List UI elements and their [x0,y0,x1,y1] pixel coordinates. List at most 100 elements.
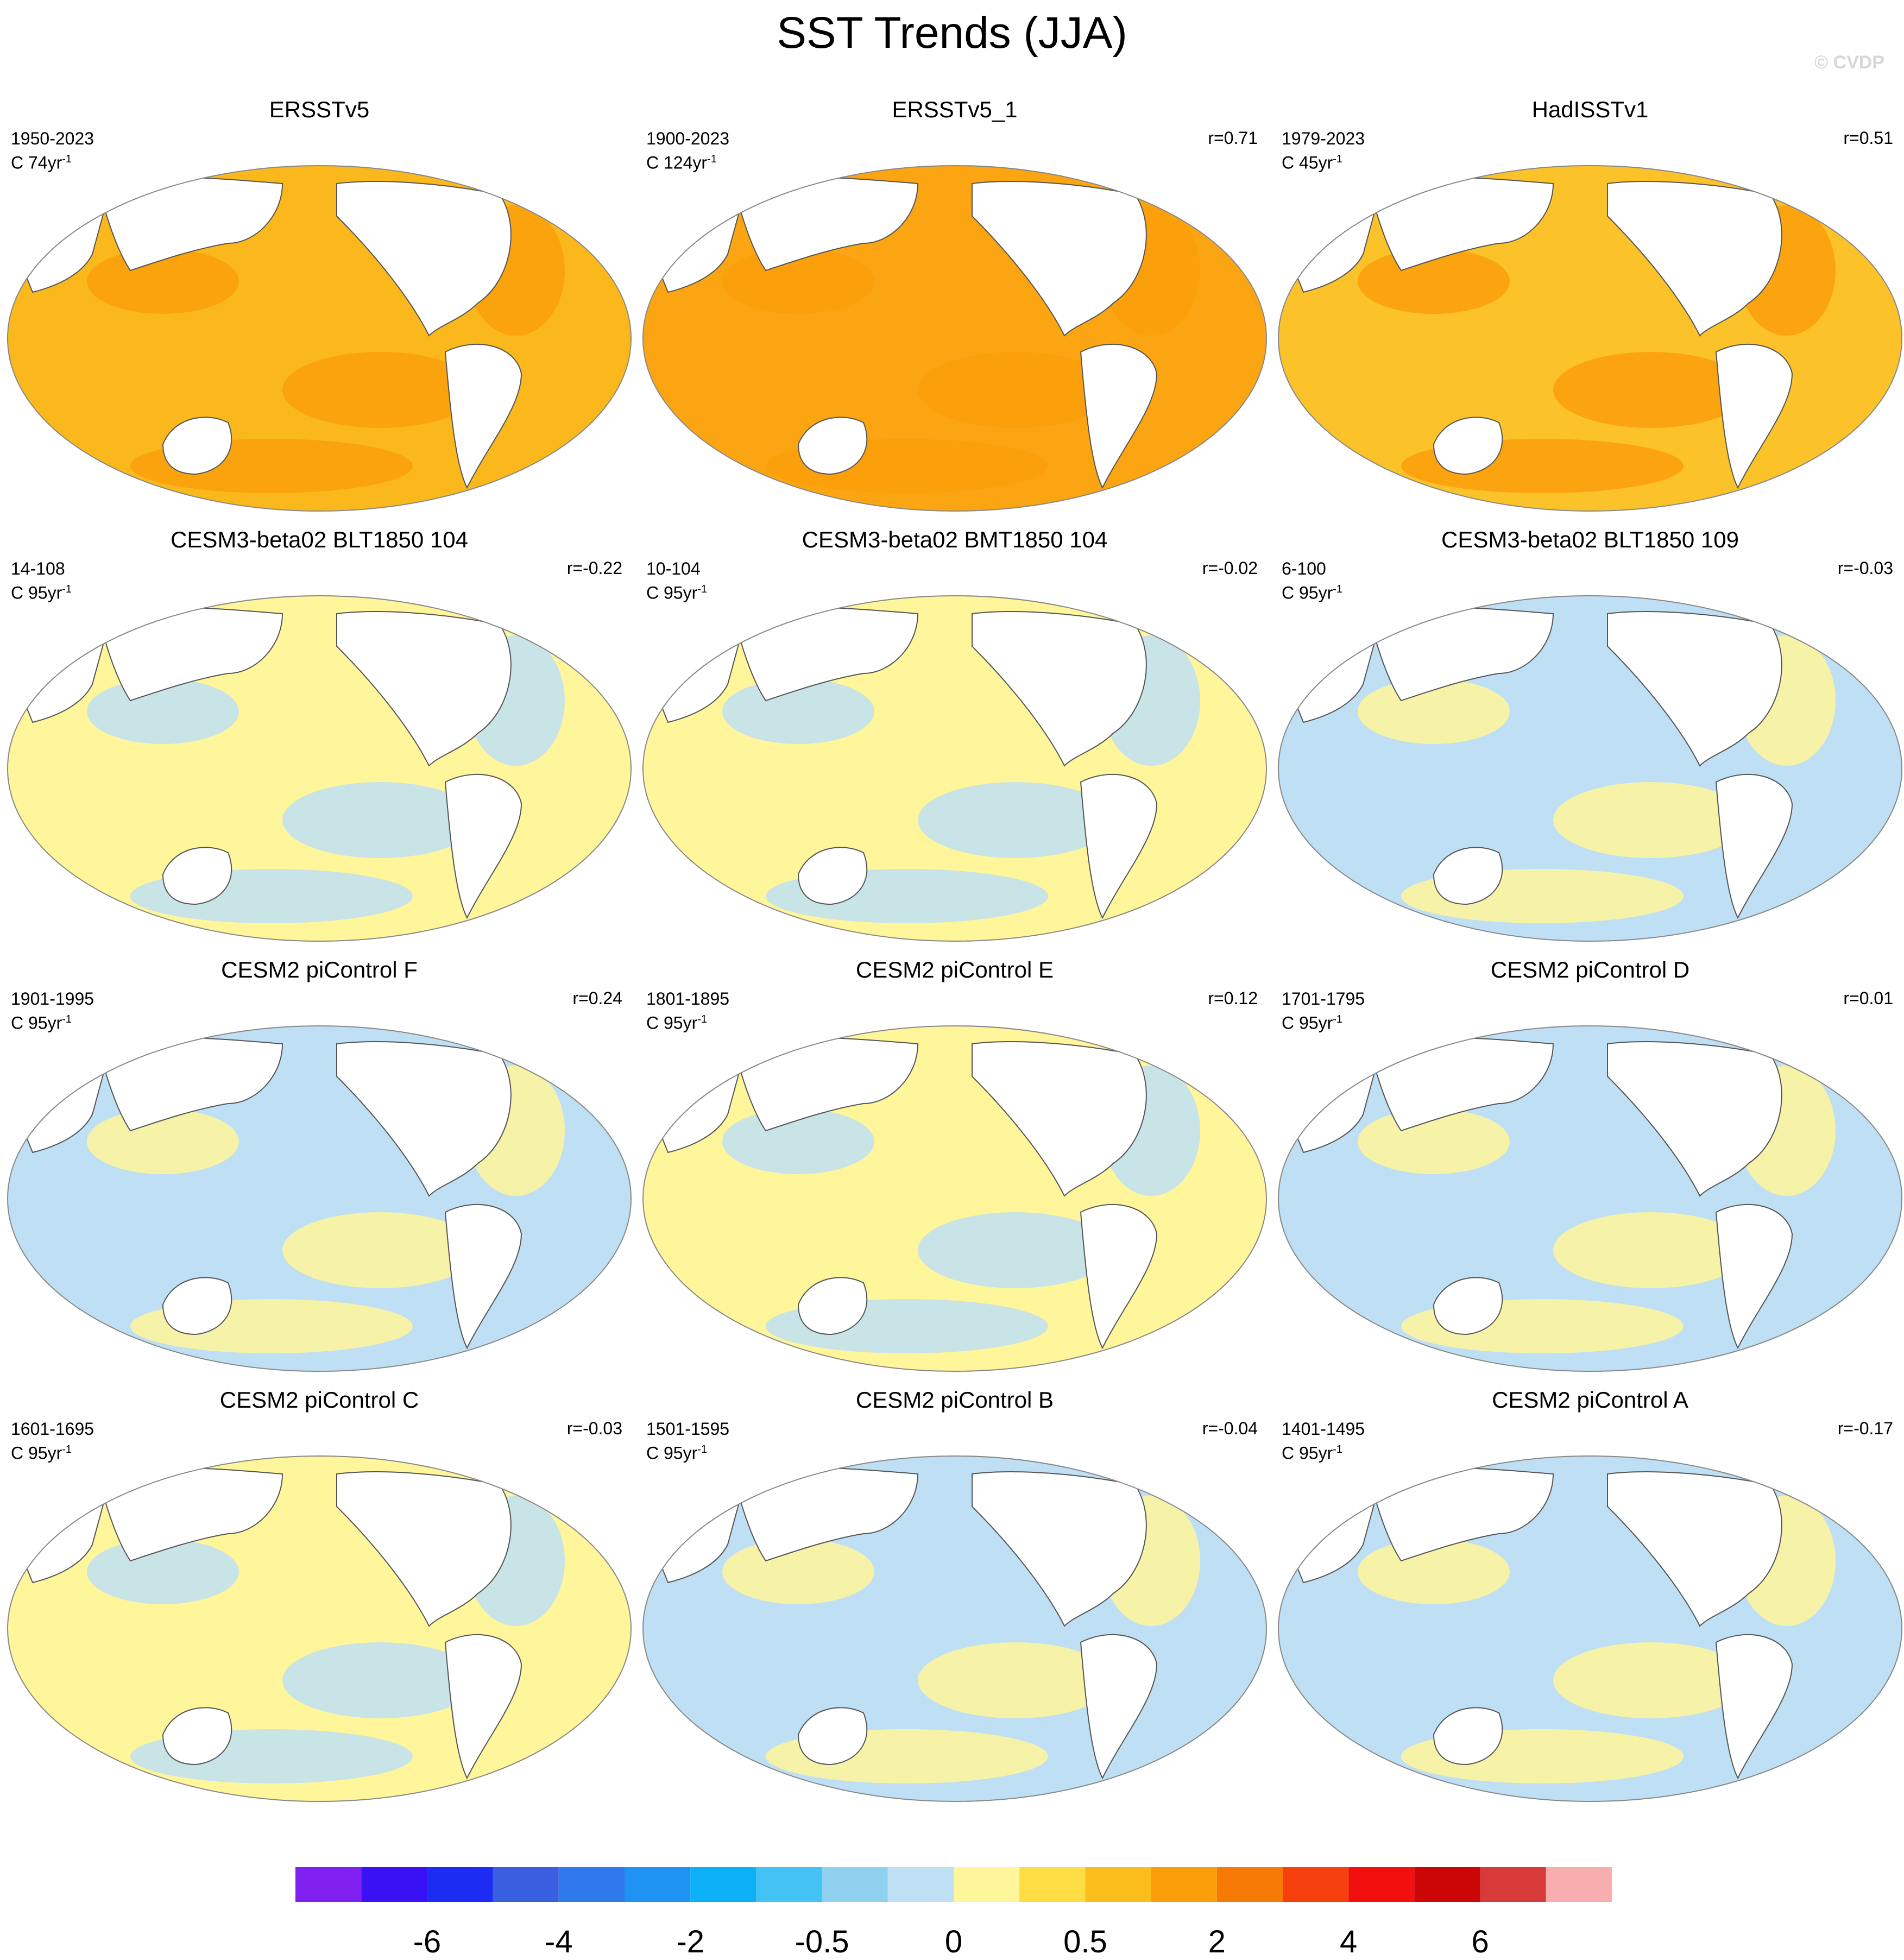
panel-period: 14-108 C 95yr-1 [11,558,72,603]
figure-title: SST Trends (JJA) [777,8,1127,58]
land-mask [1851,1043,1902,1121]
pattern-correlation: r=-0.02 [1202,558,1258,578]
panel-period: 1401-1495 C 95yr-1 [1282,1419,1365,1464]
period-range: 6-100 [1282,559,1326,578]
panel-title: CESM3-beta02 BLT1850 104 [171,527,468,552]
colorbar-tick-label: -4 [545,1924,573,1959]
panel-title: CESM2 piControl D [1490,957,1690,982]
map-outline [642,595,1267,942]
land-mask [1215,1043,1266,1121]
watermark: © CVDP [1814,52,1884,73]
anomaly-region [1553,1642,1749,1718]
trend-units: C 95yr-1 [1282,1009,1365,1033]
colorbar-swatch [1019,1867,1086,1902]
panel-title: CESM2 piControl B [855,1387,1054,1413]
trend-units-text: C 95yr [1282,583,1333,603]
trend-units: C 95yr-1 [646,1009,729,1033]
land-mask [336,1041,512,1197]
trend-units-exponent: -1 [1333,583,1343,595]
panel-title: CESM3-beta02 BLT1850 109 [1441,527,1739,552]
panel-period: 1901-1995 C 95yr-1 [11,988,94,1033]
sst-trend-map [7,165,632,512]
map-panel: CESM3-beta02 BMT1850 104 10-104 C 95yr-1 r=… [635,527,1274,945]
land-mask [336,611,512,767]
land-mask [1215,1473,1266,1551]
trend-units-text: C 74yr [11,153,62,173]
land-mask [162,1707,232,1766]
land-mask [580,613,631,691]
anomaly-region [1553,1212,1749,1288]
trend-units-text: C 95yr [11,583,62,603]
land-mask [1715,1204,1793,1350]
sst-trend-map [1278,595,1902,942]
pattern-correlation: r=0.12 [1208,988,1258,1008]
panel-period: 1979-2023 C 45yr-1 [1282,128,1365,173]
anomaly-region [87,1539,239,1604]
pattern-correlation: r=0.71 [1208,128,1258,148]
map-panel: ERSSTv5 1950-2023 C 74yr-1 [0,97,639,515]
land-mask [1080,1634,1158,1780]
trend-units-exponent: -1 [697,583,708,595]
sst-trend-map [7,595,632,942]
anomaly-region [87,679,239,744]
trend-units-exponent: -1 [697,1444,708,1455]
trend-units-text: C 95yr [646,583,698,603]
panel-period: 6-100 C 95yr-1 [1282,558,1342,603]
colorbar-swatch [1348,1867,1415,1902]
land-mask [580,1043,631,1121]
land-mask [336,181,512,337]
trend-units: C 95yr-1 [1282,1439,1365,1464]
colorbar-tick-label: -2 [676,1924,704,1959]
land-mask [972,181,1147,337]
pattern-correlation: r=-0.03 [1837,558,1893,578]
trend-units: C 124yr-1 [646,149,729,173]
trend-units-text: C 95yr [646,1443,698,1463]
trend-units-exponent: -1 [697,1013,708,1025]
land-mask [1080,344,1158,489]
colorbar-swatch [1216,1867,1283,1902]
panel-title: CESM2 piControl A [1492,1387,1688,1413]
pattern-correlation: r=0.51 [1843,128,1893,148]
colorbar-tick-label: 2 [1208,1924,1226,1959]
panel-period: 10-104 C 95yr-1 [646,558,707,603]
trend-units-exponent: -1 [62,1444,72,1455]
land-mask [797,847,868,905]
colorbar-swatch [427,1867,493,1902]
trend-units: C 95yr-1 [11,579,72,603]
trend-units-exponent: -1 [1333,153,1343,165]
colorbar-tick-label: -6 [413,1924,442,1959]
map-panel: HadISSTv1 1979-2023 C 45yr-1 r=0.51 [1271,97,1904,515]
land-mask [1215,613,1266,691]
period-range: 1901-1995 [11,989,94,1009]
map-panel: CESM2 piControl A 1401-1495 C 95yr-1 r=-0.1… [1271,1387,1904,1805]
anomaly-region [282,782,478,858]
land-mask [444,1204,522,1350]
colorbar [295,1867,1612,1902]
period-range: 1501-1595 [646,1419,730,1439]
map-panel: CESM2 piControl F 1901-1995 C 95yr-1 r=0.24 [0,957,639,1375]
colorbar-swatch [361,1867,427,1902]
trend-units-exponent: -1 [62,1013,72,1025]
land-mask [1433,1277,1503,1335]
trend-units-text: C 95yr [11,1013,62,1033]
map-outline [642,165,1267,512]
panel-period: 1701-1795 C 95yr-1 [1282,988,1365,1033]
sst-trend-map [7,1455,632,1802]
colorbar-swatch [756,1867,822,1902]
land-mask [1433,1707,1503,1766]
anomaly-region [1358,249,1510,314]
colorbar-swatch [295,1867,362,1902]
land-mask [1607,181,1782,337]
trend-units-text: C 45yr [1282,153,1333,173]
anomaly-region [722,1109,874,1174]
trend-units-text: C 95yr [646,1013,698,1033]
map-panel: CESM2 piControl C 1601-1695 C 95yr-1 r=-0.0… [0,1387,639,1805]
trend-units-exponent: -1 [707,153,717,165]
period-range: 1401-1495 [1282,1419,1365,1439]
period-range: 14-108 [11,559,65,578]
panel-title: ERSSTv5_1 [892,97,1018,122]
anomaly-region [722,1539,874,1604]
anomaly-region [1553,352,1749,428]
period-range: 1979-2023 [1282,129,1365,148]
map-outline [642,1455,1267,1802]
